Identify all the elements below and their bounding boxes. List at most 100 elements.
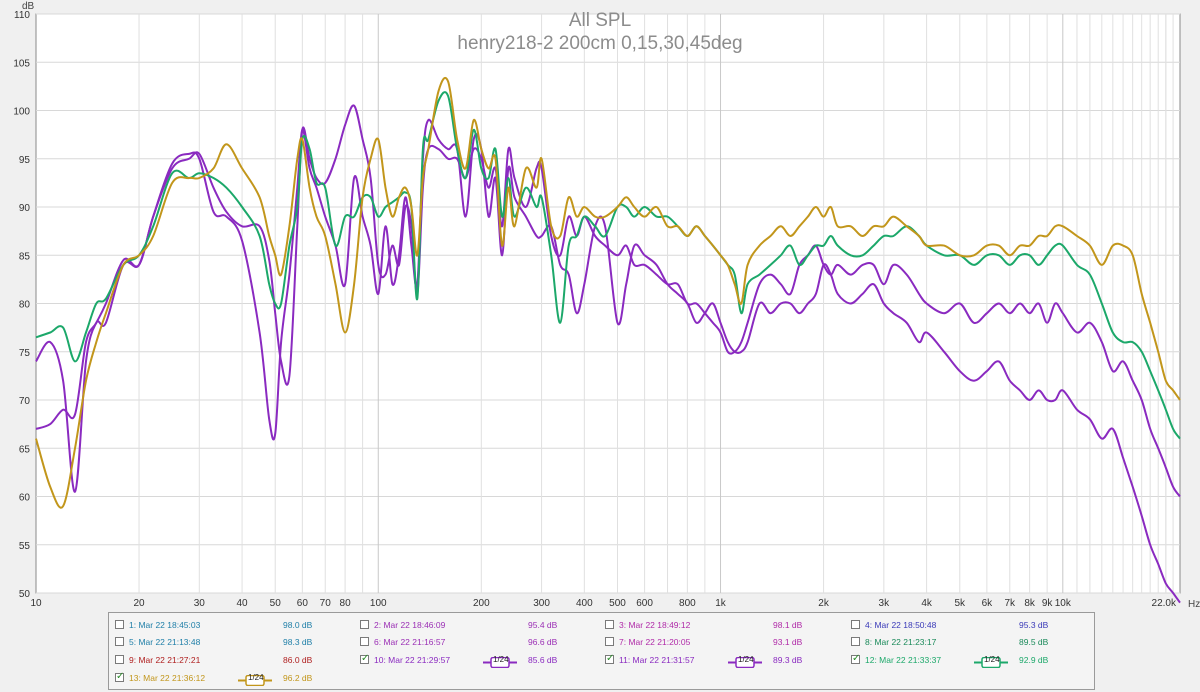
y-tick-label: 55 (19, 541, 31, 552)
legend-value: 95.3 dB (1019, 620, 1049, 630)
legend-label: 12: Mar 22 21:33:37 (865, 655, 942, 665)
smoothing-indicator: 1/24 (974, 655, 1008, 669)
chart-title: All SPL (568, 10, 632, 31)
x-tick-label: 2k (818, 598, 830, 609)
series-line-3 (35, 91, 1181, 440)
legend-value: 96.6 dB (528, 637, 558, 647)
legend-checkbox[interactable] (851, 620, 860, 629)
legend-value: 89.5 dB (1019, 637, 1049, 647)
legend-entry: 8: Mar 22 21:23:17 89.5 dB (849, 635, 1089, 649)
legend-entry: 5: Mar 22 21:13:48 98.3 dB (113, 635, 353, 649)
x-tick-label: 6k (982, 598, 994, 609)
legend-label: 3: Mar 22 18:49:12 (619, 620, 691, 630)
y-tick-label: 105 (13, 58, 30, 69)
y-axis-label: dB (22, 1, 35, 12)
legend-entry: 7: Mar 22 21:20:05 93.1 dB (603, 635, 843, 649)
x-tick-label: 5k (954, 598, 966, 609)
y-tick-label: 65 (19, 444, 31, 455)
x-axis-unit: Hz (1188, 599, 1200, 610)
legend-label: 4: Mar 22 18:50:48 (865, 620, 937, 630)
x-tick-label: 300 (533, 598, 550, 609)
y-tick-label: 75 (19, 348, 31, 359)
legend-entry: 10: Mar 22 21:29:57 1/24 85.6 dB (358, 653, 598, 669)
y-tick-label: 95 (19, 155, 31, 166)
legend-label: 9: Mar 22 21:27:21 (129, 655, 201, 665)
legend-checkbox[interactable] (605, 653, 614, 664)
y-tick-label: 50 (19, 589, 31, 600)
legend-checkbox[interactable] (851, 653, 860, 664)
legend-checkbox[interactable] (605, 637, 614, 646)
legend-label: 11: Mar 22 21:31:57 (619, 655, 695, 665)
y-tick-label: 90 (19, 203, 31, 214)
legend: 1: Mar 22 18:45:03 98.0 dB 2: Mar 22 18:46… (108, 612, 1095, 690)
legend-checkbox[interactable] (851, 637, 860, 646)
x-tick-label: 8k (1024, 598, 1036, 609)
legend-entry: 11: Mar 22 21:31:57 1/24 89.3 dB (603, 653, 843, 669)
legend-checkbox[interactable] (360, 653, 369, 664)
legend-entry: 2: Mar 22 18:46:09 95.4 dB (358, 618, 598, 632)
x-tick-label: 70 (320, 598, 332, 609)
x-tick-label: 500 (609, 598, 626, 609)
y-tick-label: 60 (19, 493, 31, 504)
legend-checkbox[interactable] (115, 637, 124, 646)
legend-value: 92.9 dB (1019, 655, 1049, 665)
legend-label: 13: Mar 22 21:36:12 (129, 673, 206, 683)
x-tick-label: 80 (340, 598, 352, 609)
y-axis-ticks: 110 105 100 95 90 85 80 75 70 65 60 55 50 (13, 10, 30, 600)
smoothing-label: 1/24 (493, 655, 509, 664)
legend-label: 5: Mar 22 21:13:48 (129, 637, 201, 647)
y-tick-label: 70 (19, 396, 31, 407)
y-tick-label: 100 (13, 107, 30, 118)
legend-checkbox[interactable] (115, 671, 124, 682)
x-tick-label: 600 (636, 598, 653, 609)
x-tick-label: 4k (921, 598, 933, 609)
legend-checkbox[interactable] (360, 620, 369, 629)
series-line-1 (35, 118, 1181, 604)
legend-value: 86.0 dB (283, 655, 313, 665)
x-axis-ticks: 10 20 30 40 50 60 70 80 100 200 300 400 500 600 800 1k 2… (30, 598, 1177, 609)
legend-label: 8: Mar 22 21:23:17 (865, 637, 937, 647)
smoothing-label: 1/24 (738, 655, 754, 664)
x-tick-label: 10 (30, 598, 42, 609)
chart-subtitle: henry218-2 200cm 0,15,30,45deg (457, 33, 743, 54)
legend-checkbox[interactable] (605, 620, 614, 629)
x-tick-label: 60 (297, 598, 309, 609)
spl-chart: 110 105 100 95 90 85 80 75 70 65 60 55 50 10 20 30 40 50… (13, 1, 1200, 610)
x-tick-label: 40 (237, 598, 249, 609)
y-tick-label: 110 (14, 10, 30, 21)
x-tick-label: 100 (370, 598, 387, 609)
x-tick-label: 1k (715, 598, 727, 609)
legend-entry: 4: Mar 22 18:50:48 95.3 dB (849, 618, 1089, 632)
legend-value: 96.2 dB (283, 673, 313, 683)
x-tick-label: 200 (473, 598, 490, 609)
smoothing-label: 1/24 (984, 655, 1000, 664)
x-tick-label: 30 (194, 598, 206, 609)
smoothing-label: 1/24 (248, 673, 264, 682)
x-tick-label: 3k (879, 598, 891, 609)
legend-value: 98.3 dB (283, 637, 313, 647)
x-tick-label: 400 (576, 598, 593, 609)
series-lines (35, 77, 1181, 604)
legend-value: 85.6 dB (528, 655, 558, 665)
y-tick-label: 85 (19, 251, 31, 262)
legend-entry: 3: Mar 22 18:49:12 98.1 dB (603, 618, 843, 632)
legend-value: 95.4 dB (528, 620, 558, 630)
x-tick-label: 20 (133, 598, 145, 609)
legend-checkbox[interactable] (115, 620, 124, 629)
legend-value: 98.1 dB (773, 620, 803, 630)
legend-label: 2: Mar 22 18:46:09 (374, 620, 446, 630)
legend-label: 7: Mar 22 21:20:05 (619, 637, 691, 647)
legend-entry: 13: Mar 22 21:36:12 1/24 96.2 dB (113, 671, 353, 687)
legend-checkbox[interactable] (360, 637, 369, 646)
smoothing-indicator: 1/24 (238, 673, 272, 687)
legend-label: 1: Mar 22 18:45:03 (129, 620, 201, 630)
legend-checkbox[interactable] (115, 655, 124, 664)
y-tick-label: 80 (19, 300, 31, 311)
x-tick-label: 50 (270, 598, 282, 609)
legend-label: 10: Mar 22 21:29:57 (374, 655, 451, 665)
legend-value: 93.1 dB (773, 637, 803, 647)
smoothing-indicator: 1/24 (483, 655, 517, 669)
legend-entry: 12: Mar 22 21:33:37 1/24 92.9 dB (849, 653, 1089, 669)
x-tick-label: 22.0k (1152, 598, 1177, 609)
smoothing-indicator: 1/24 (728, 655, 762, 669)
